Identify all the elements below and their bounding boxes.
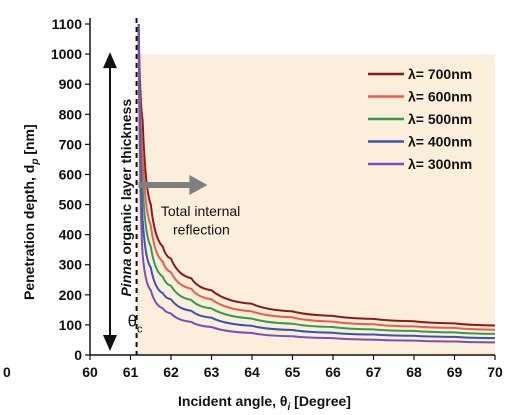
y-axis-title: Penetration depth, dp [nm]: [21, 124, 41, 300]
legend-label-1: λ= 700nm: [408, 66, 472, 82]
series-lines: [137, 24, 495, 344]
thickness-arrow-head-down: [103, 334, 117, 351]
x-tick-label: 68: [406, 364, 422, 380]
y-tick-label: 300: [59, 257, 83, 273]
critical-angle-subscript: c: [137, 323, 143, 335]
legend-label-3: λ= 500nm: [408, 111, 472, 127]
x-tick-label: 63: [204, 364, 220, 380]
x-tick-label: 61: [123, 364, 139, 380]
x-tick-label: 66: [325, 364, 341, 380]
y-tick-label: 1000: [51, 46, 82, 62]
y-tick-label: 800: [59, 106, 83, 122]
x-tick-label: 62: [163, 364, 179, 380]
x-tick-label: 67: [366, 364, 382, 380]
x-tick-label: 65: [285, 364, 301, 380]
y-tick-label: 200: [59, 287, 83, 303]
y-tick-label: 100: [59, 317, 83, 333]
legend-label-2: λ= 600nm: [408, 89, 472, 105]
y-tick-label: 1100: [52, 16, 83, 32]
band-label: Pinna organic layer thickness: [118, 99, 134, 297]
series-line-2: [137, 24, 495, 331]
thickness-arrow-head-up: [103, 52, 117, 69]
x-tick-label: 70: [487, 364, 503, 380]
y-tick-label: 500: [59, 197, 83, 213]
x-axis-title-unit: [Degree]: [290, 393, 351, 409]
series-line-1: [137, 24, 495, 327]
x-axis-ticks: 60 61 62 63 64 65 66 67 68 69 70: [82, 355, 503, 380]
tir-arrow-head: [189, 174, 208, 195]
y-axis-title-main: Penetration depth, d: [21, 165, 37, 300]
x-tick-label: 69: [447, 364, 463, 380]
legend-label-5: λ= 300nm: [408, 156, 472, 172]
y-axis-ticks: 0 100 200 300 400 500 600 700 800 900 1000 1100: [51, 16, 90, 363]
series-line-4: [137, 24, 495, 340]
critical-angle-symbol: θ: [128, 311, 137, 330]
total-internal-reflection-arrow: [138, 174, 208, 195]
y-axis-title-sub: p: [30, 159, 41, 166]
stray-tick-label: 0: [3, 364, 11, 380]
x-tick-label: 64: [244, 364, 260, 380]
critical-angle-label: θc: [128, 311, 143, 335]
series-line-5: [137, 24, 495, 344]
legend: λ= 700nm λ= 600nm λ= 500nm λ= 400nm λ= 300nm: [368, 66, 472, 172]
y-tick-label: 600: [59, 166, 83, 182]
band-label-rest: organic layer thickness: [118, 99, 134, 259]
annotation-line-1: Total internal: [161, 203, 240, 219]
band-label-italic: Pinna: [118, 258, 134, 296]
y-tick-label: 400: [59, 227, 83, 243]
y-tick-label: 0: [74, 347, 82, 363]
thickness-double-arrow: [103, 52, 117, 351]
x-axis-title: Incident angle, θi [Degree]: [178, 393, 351, 413]
y-axis-title-unit: [nm]: [21, 124, 37, 158]
annotation-line-2: reflection: [173, 222, 230, 238]
x-axis-title-main: Incident angle, θ: [178, 393, 287, 409]
series-line-3: [137, 24, 495, 335]
y-tick-label: 700: [59, 136, 83, 152]
x-tick-label: 60: [82, 364, 98, 380]
y-tick-label: 900: [59, 76, 83, 92]
x-axis-title-sub: i: [287, 402, 290, 413]
legend-label-4: λ= 400nm: [408, 134, 472, 150]
